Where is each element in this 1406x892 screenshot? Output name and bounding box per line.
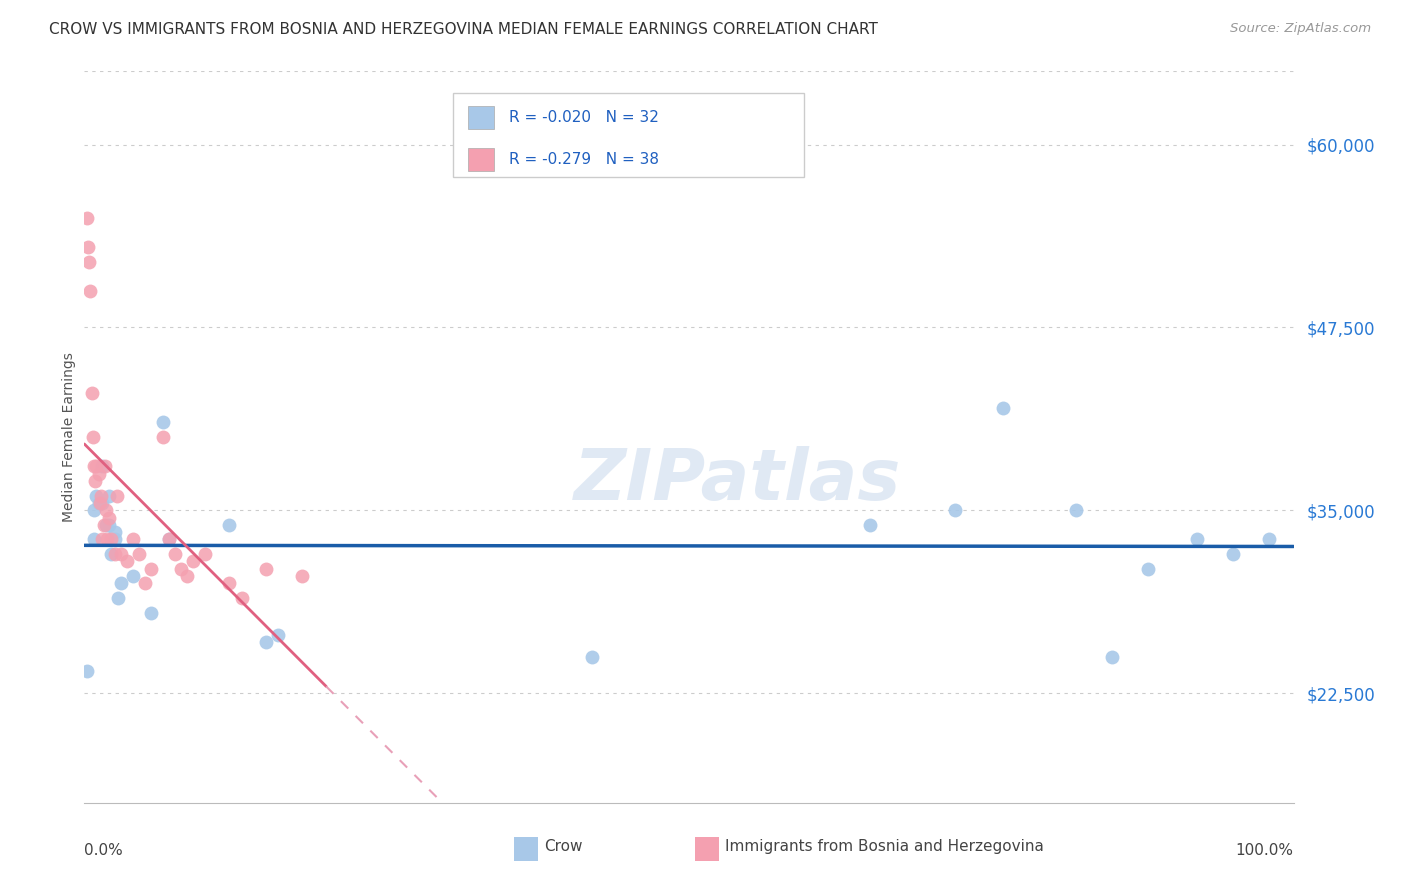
Text: Immigrants from Bosnia and Herzegovina: Immigrants from Bosnia and Herzegovina	[725, 839, 1045, 855]
Point	[157, 533, 180, 547]
Point	[83, 503, 105, 517]
FancyBboxPatch shape	[695, 838, 720, 861]
Point	[76, 664, 98, 678]
Point	[97, 510, 120, 524]
Point	[77, 254, 100, 268]
Point	[91, 533, 114, 547]
FancyBboxPatch shape	[513, 838, 538, 861]
Point	[194, 547, 217, 561]
Point	[94, 517, 117, 532]
Point	[87, 496, 110, 510]
Point	[121, 533, 143, 547]
Point	[1064, 503, 1087, 517]
Point	[84, 474, 107, 488]
Point	[943, 503, 966, 517]
Point	[115, 554, 138, 568]
Point	[96, 533, 118, 547]
Text: 0.0%: 0.0%	[84, 843, 124, 858]
FancyBboxPatch shape	[468, 106, 495, 128]
Point	[93, 517, 115, 532]
Point	[110, 576, 132, 591]
Text: Crow: Crow	[544, 839, 582, 855]
Point	[1222, 547, 1244, 561]
Point	[83, 533, 105, 547]
Point	[157, 533, 180, 547]
Point	[993, 401, 1015, 415]
Point	[110, 547, 132, 561]
Text: CROW VS IMMIGRANTS FROM BOSNIA AND HERZEGOVINA MEDIAN FEMALE EARNINGS CORRELATIO: CROW VS IMMIGRANTS FROM BOSNIA AND HERZE…	[49, 22, 879, 37]
Point	[254, 562, 277, 576]
Point	[1101, 649, 1123, 664]
Point	[89, 496, 111, 510]
Point	[139, 606, 162, 620]
Point	[181, 554, 204, 568]
Point	[134, 576, 156, 591]
Point	[170, 562, 193, 576]
Point	[267, 627, 290, 641]
Point	[86, 459, 108, 474]
Point	[90, 489, 112, 503]
Point	[1185, 533, 1208, 547]
Point	[152, 416, 174, 430]
Point	[254, 635, 277, 649]
Point	[128, 547, 150, 561]
Point	[176, 569, 198, 583]
Point	[91, 459, 114, 474]
Point	[218, 576, 240, 591]
Text: R = -0.020   N = 32: R = -0.020 N = 32	[509, 110, 658, 125]
Point	[121, 569, 143, 583]
Point	[581, 649, 603, 664]
Point	[77, 240, 100, 254]
Point	[859, 517, 882, 532]
Point	[97, 517, 120, 532]
Point	[79, 284, 101, 298]
Point	[94, 459, 117, 474]
Point	[1137, 562, 1160, 576]
Text: ZIPatlas: ZIPatlas	[574, 447, 901, 516]
Point	[231, 591, 253, 605]
Point	[86, 489, 108, 503]
Point	[97, 489, 120, 503]
Point	[104, 525, 127, 540]
Point	[76, 211, 98, 225]
Point	[100, 547, 122, 561]
Point	[82, 430, 104, 444]
FancyBboxPatch shape	[468, 148, 495, 170]
Y-axis label: Median Female Earnings: Median Female Earnings	[62, 352, 76, 522]
Point	[105, 489, 128, 503]
Point	[94, 503, 117, 517]
FancyBboxPatch shape	[453, 94, 804, 178]
Point	[104, 547, 127, 561]
Point	[1258, 533, 1281, 547]
Point	[104, 533, 127, 547]
Text: 100.0%: 100.0%	[1236, 843, 1294, 858]
Point	[107, 591, 129, 605]
Text: R = -0.279   N = 38: R = -0.279 N = 38	[509, 152, 659, 167]
Point	[87, 467, 110, 481]
Point	[139, 562, 162, 576]
Point	[152, 430, 174, 444]
Point	[218, 517, 240, 532]
Point	[100, 533, 122, 547]
Point	[80, 386, 103, 401]
Point	[83, 459, 105, 474]
Point	[291, 569, 314, 583]
Text: Source: ZipAtlas.com: Source: ZipAtlas.com	[1230, 22, 1371, 36]
Point	[165, 547, 187, 561]
Point	[91, 496, 114, 510]
